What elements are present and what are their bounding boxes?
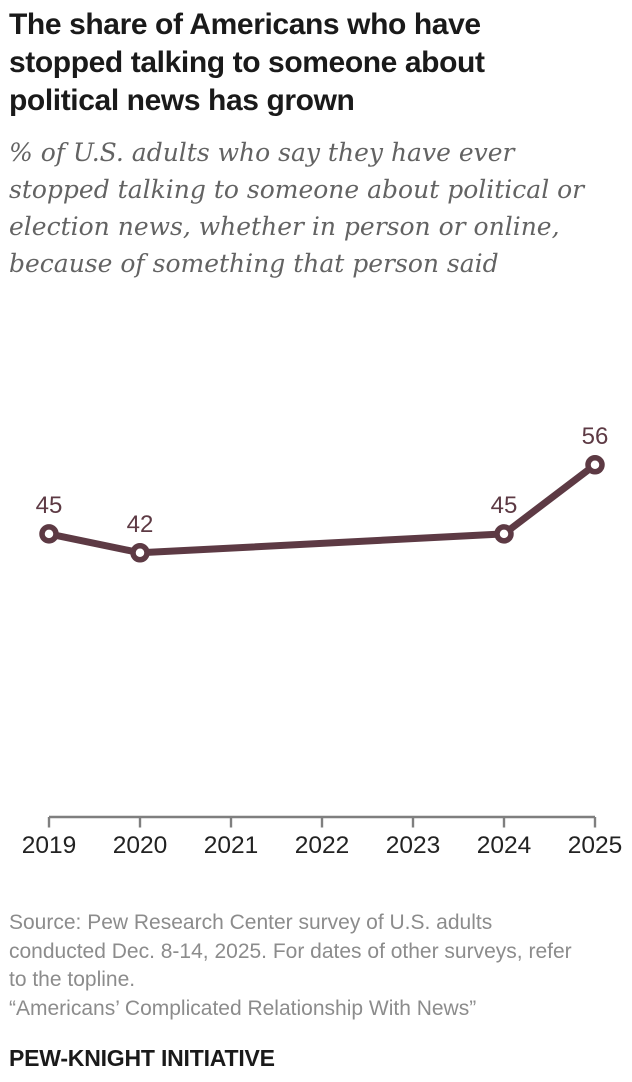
data-point-label: 45 [36,492,63,519]
chart-title: The share of Americans who have stopped … [9,8,485,117]
x-tick-label: 2019 [22,832,77,859]
data-point-label: 56 [582,423,609,450]
data-point-2020 [130,543,150,563]
data-point-2019 [39,524,59,545]
line-chart: 2019 2020 2021 2022 2023 2024 2025 45 42 45 56 [22,423,623,859]
data-point-label: 45 [491,492,518,519]
source-note: Source: Pew Research Center survey of U.… [9,911,572,992]
data-point-label: 42 [127,511,154,538]
chart-subtitle: % of U.S. adults who say they have ever … [9,138,585,278]
x-tick-label: 2020 [113,832,168,859]
x-tick-label: 2021 [204,832,259,859]
x-tick-label: 2022 [295,832,350,859]
x-tick-label: 2024 [477,832,532,859]
chart-footer: Source: Pew Research Center survey of U.… [0,909,632,1071]
report-title: “Americans’ Complicated Relationship Wit… [9,997,477,1021]
x-tick-label: 2025 [568,832,623,859]
data-point-2024 [494,524,514,545]
x-tick-label: 2023 [386,832,441,859]
line-series [45,461,599,557]
brand-label: PEW-KNIGHT INITIATIVE [9,1044,275,1071]
data-point-2025 [585,455,605,475]
